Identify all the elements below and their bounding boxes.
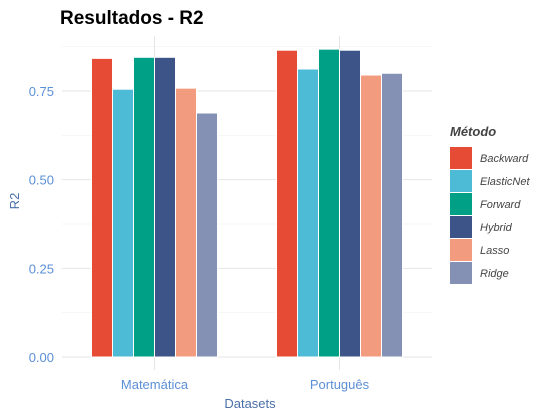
legend: Método Backward ElasticNet Forward Hybrid La…: [450, 124, 530, 284]
legend-label-ridge: Ridge: [480, 268, 509, 280]
bar-hybrid-0: [154, 56, 176, 358]
y-tick-label: 0.00: [29, 350, 54, 365]
bar-forward-1: [318, 48, 340, 358]
bar-backward-1: [276, 49, 298, 358]
legend-swatch-elasticnet: [450, 170, 472, 192]
legend-label-lasso: Lasso: [480, 245, 509, 257]
legend-swatch-lasso: [450, 239, 472, 261]
bar-hybrid-1: [339, 49, 361, 358]
x-tick-label: Português: [310, 377, 370, 392]
y-tick-label: 0.50: [29, 173, 54, 188]
y-tick-label: 0.25: [29, 261, 54, 276]
bar-ridge-1: [381, 72, 403, 358]
bar-elasticnet-0: [112, 88, 134, 358]
legend-swatch-ridge: [450, 262, 472, 284]
x-axis-ticks: Matemática Português: [121, 377, 370, 392]
bars: [91, 48, 403, 358]
legend-swatch-forward: [450, 193, 472, 215]
legend-swatch-backward: [450, 147, 472, 169]
y-axis-ticks: 0.00 0.25 0.50 0.75: [29, 84, 54, 365]
legend-label-backward: Backward: [480, 153, 529, 165]
x-tick-label: Matemática: [121, 377, 189, 392]
legend-label-forward: Forward: [480, 199, 521, 211]
bar-elasticnet-1: [297, 68, 319, 358]
x-axis-title: Datasets: [224, 396, 276, 411]
bar-lasso-0: [175, 87, 197, 358]
bar-forward-0: [133, 56, 155, 358]
bar-backward-0: [91, 57, 113, 358]
y-axis-title: R2: [7, 193, 22, 210]
bar-lasso-1: [360, 74, 382, 358]
legend-label-elasticnet: ElasticNet: [480, 176, 530, 188]
legend-label-hybrid: Hybrid: [480, 222, 513, 234]
legend-swatch-hybrid: [450, 216, 472, 238]
legend-title: Método: [450, 124, 496, 139]
y-tick-label: 0.75: [29, 84, 54, 99]
bar-ridge-0: [196, 112, 218, 358]
chart-title: Resultados - R2: [60, 8, 204, 29]
